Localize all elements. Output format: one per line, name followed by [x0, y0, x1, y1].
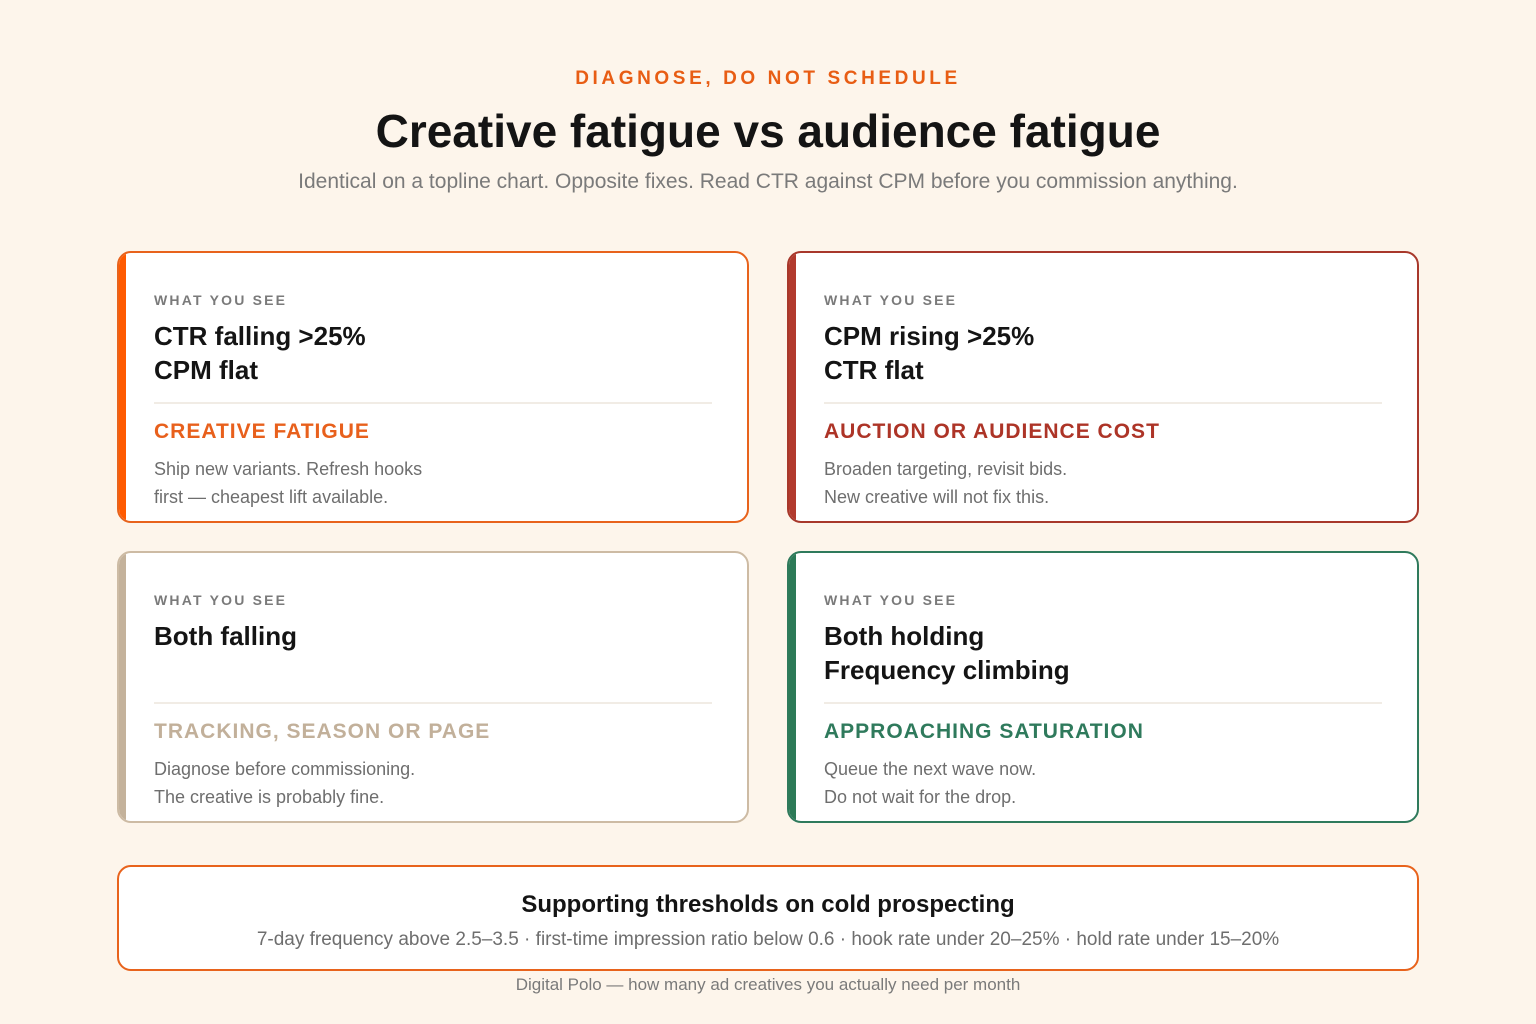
card-headline-line-1: CPM rising >25% [824, 321, 1035, 351]
card-headline-line-1: CTR falling >25% [154, 321, 366, 351]
thresholds-panel: Supporting thresholds on cold prospectin… [117, 865, 1419, 971]
page-title: Creative fatigue vs audience fatigue [375, 105, 1161, 157]
card-headline-line-2: CTR flat [824, 355, 924, 385]
page-subtitle: Identical on a topline chart. Opposite f… [298, 170, 1238, 193]
card-accent-bar [789, 553, 796, 821]
card-verdict: TRACKING, SEASON OR PAGE [154, 720, 491, 743]
card-divider [824, 402, 1382, 404]
card-headline-line-1: Both falling [154, 621, 297, 651]
card-body-line-1: Ship new variants. Refresh hooks [154, 459, 423, 479]
card-headline: Both falling [154, 619, 297, 653]
card-body: Ship new variants. Refresh hooks first —… [154, 455, 422, 511]
card-verdict: CREATIVE FATIGUE [154, 420, 370, 443]
card-divider [824, 702, 1382, 704]
card-approaching-saturation: WHAT YOU SEE Both holding Frequency clim… [787, 551, 1419, 823]
card-verdict: APPROACHING SATURATION [824, 720, 1144, 743]
card-accent-bar [119, 553, 126, 821]
card-body-line-2: New creative will not fix this. [824, 487, 1050, 507]
card-divider [154, 402, 712, 404]
thresholds-body: 7-day frequency above 2.5–3.5 · first-ti… [256, 929, 1280, 950]
card-auction-cost: WHAT YOU SEE CPM rising >25% CTR flat AU… [787, 251, 1419, 523]
card-headline-line-2: Frequency climbing [824, 655, 1070, 685]
card-headline: Both holding Frequency climbing [824, 619, 1070, 687]
card-label: WHAT YOU SEE [824, 292, 958, 308]
card-label: WHAT YOU SEE [154, 592, 288, 608]
eyebrow: DIAGNOSE, DO NOT SCHEDULE [575, 68, 961, 89]
card-body-line-1: Queue the next wave now. [824, 759, 1037, 779]
card-body-line-2: The creative is probably fine. [154, 787, 385, 807]
card-label: WHAT YOU SEE [824, 592, 958, 608]
card-headline-line-1: Both holding [824, 621, 985, 651]
card-body-line-2: first — cheapest lift available. [154, 487, 389, 507]
card-divider [154, 702, 712, 704]
card-body: Broaden targeting, revisit bids. New cre… [824, 455, 1067, 511]
card-body-line-1: Broaden targeting, revisit bids. [824, 459, 1068, 479]
thresholds-title: Supporting thresholds on cold prospectin… [521, 891, 1015, 918]
card-headline-line-2: CPM flat [154, 355, 258, 385]
card-accent-bar [789, 253, 796, 521]
card-headline: CPM rising >25% CTR flat [824, 319, 1034, 387]
card-body-line-1: Diagnose before commissioning. [154, 759, 416, 779]
card-tracking-season: WHAT YOU SEE Both falling TRACKING, SEAS… [117, 551, 749, 823]
card-verdict: AUCTION OR AUDIENCE COST [824, 420, 1160, 443]
card-body-line-2: Do not wait for the drop. [824, 787, 1017, 807]
card-label: WHAT YOU SEE [154, 292, 288, 308]
card-body: Diagnose before commissioning. The creat… [154, 755, 415, 811]
card-accent-bar [119, 253, 126, 521]
card-body: Queue the next wave now. Do not wait for… [824, 755, 1036, 811]
card-creative-fatigue: WHAT YOU SEE CTR falling >25% CPM flat C… [117, 251, 749, 523]
card-headline: CTR falling >25% CPM flat [154, 319, 366, 387]
footer-caption: Digital Polo — how many ad creatives you… [515, 975, 1021, 994]
